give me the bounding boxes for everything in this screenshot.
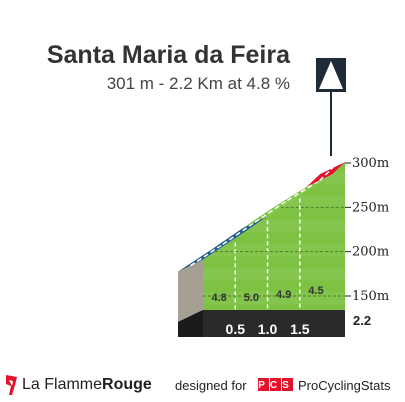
km-label: 1.5	[290, 321, 310, 337]
elevation-tick-label: 250m	[352, 200, 389, 215]
climb-profile-chart: 300m 250m 200m 150m 4.8 5.0 4.9 4.5 0.5 1.0 1.5 2…	[178, 58, 389, 337]
climb-subtitle: 301 m - 2.2 Km at 4.8 %	[106, 74, 290, 93]
total-distance-label: 2.2	[353, 313, 371, 328]
elevation-tick-label: 150m	[352, 289, 389, 304]
footer: La FlammeRouge designed for PCS ProCycli…	[0, 372, 405, 400]
designed-for-label: designed for	[175, 378, 247, 393]
shade-band	[203, 292, 345, 304]
road-centre-line	[286, 179, 320, 202]
procyclingstats-link[interactable]: ProCyclingStats	[298, 378, 391, 393]
front-face	[203, 162, 345, 310]
gradient-label: 5.0	[244, 292, 259, 304]
shade-band	[203, 268, 345, 280]
base-strip	[178, 310, 345, 337]
gradient-label: 4.5	[308, 285, 323, 297]
la-flamme-rouge-logo[interactable]: La FlammeRouge	[22, 376, 152, 394]
base-side	[178, 310, 203, 337]
brand-left: La Flamme	[22, 376, 103, 393]
pcs-logo-text: PCS	[258, 380, 294, 391]
climb-title: Santa Maria da Feira	[46, 41, 290, 69]
elevation-bands	[203, 150, 345, 310]
gradient-labels: 4.8 5.0 4.9 4.5	[211, 285, 323, 304]
mountain-icon	[319, 61, 343, 89]
elevation-tick-label: 200m	[352, 245, 389, 260]
flamme-rouge-icon	[6, 375, 17, 395]
pcs-logo-icon: PCS	[258, 378, 294, 391]
road-centre-line	[254, 199, 288, 223]
shade-band	[203, 244, 345, 256]
brand-right: Rouge	[102, 376, 152, 393]
road-centre-line	[319, 167, 334, 182]
summit-marker: 4	[316, 58, 346, 156]
gridlines	[203, 162, 345, 297]
km-label: 0.5	[226, 321, 246, 337]
profile-side-faces	[178, 259, 203, 322]
road-centre-line	[190, 243, 224, 267]
road-centre-line	[222, 221, 256, 245]
elevation-tick-labels: 300m 250m 200m 150m	[345, 156, 389, 304]
elevation-tick-label: 300m	[352, 156, 389, 171]
road-segments	[178, 162, 345, 272]
km-label: 1.0	[258, 321, 278, 337]
gradient-label: 4.9	[276, 289, 291, 301]
side-face	[178, 259, 203, 322]
km-dividers	[234, 198, 301, 310]
distance-base: 0.5 1.0 1.5 2.2	[178, 310, 371, 337]
gradient-label: 4.8	[211, 292, 226, 304]
category-label: 4	[325, 69, 337, 91]
